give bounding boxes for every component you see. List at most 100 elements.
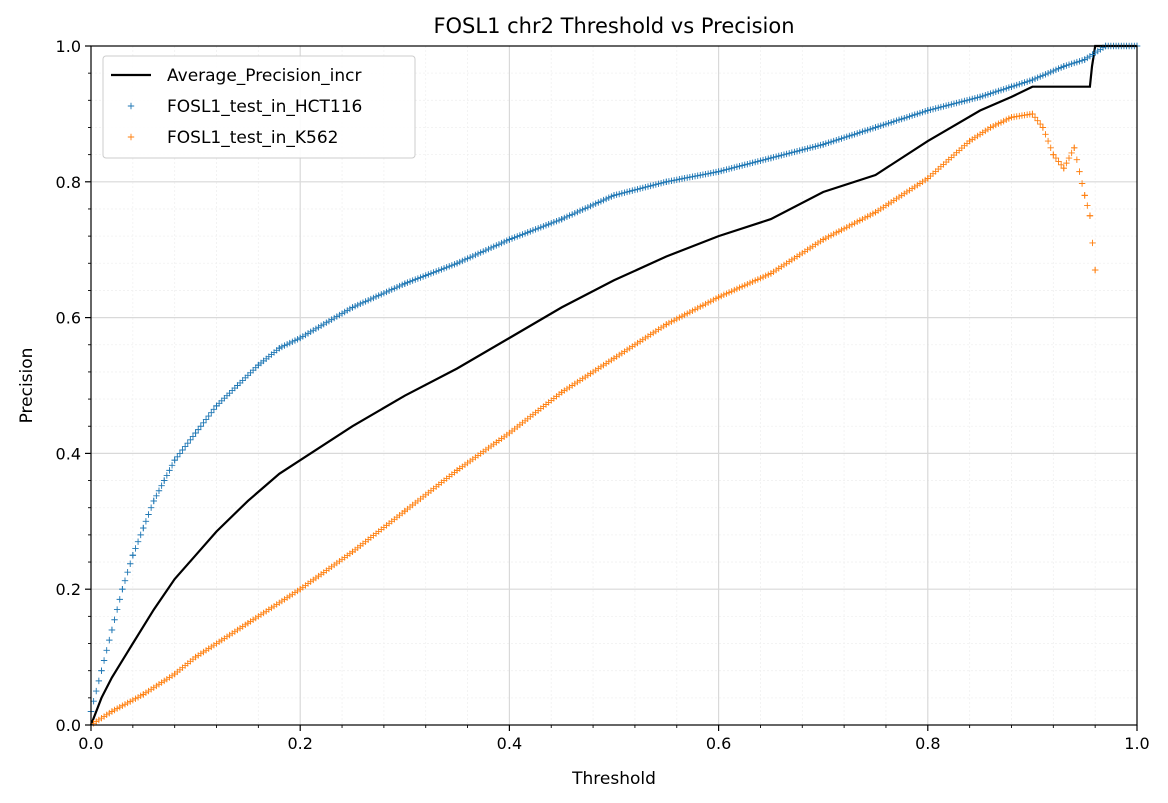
data-point: [521, 230, 529, 237]
data-point: [1044, 69, 1052, 77]
data-point: [576, 207, 584, 215]
data-point: [325, 317, 333, 325]
data-point: [419, 273, 427, 280]
data-point: [310, 327, 317, 334]
data-point: [955, 99, 963, 106]
data-point: [725, 289, 733, 296]
data-point: [757, 157, 764, 164]
data-point: [312, 325, 320, 333]
x-axis-label: Threshold: [571, 769, 656, 789]
data-point: [584, 204, 592, 211]
data-point: [822, 140, 830, 147]
data-point: [307, 328, 314, 336]
data-point: [861, 214, 869, 221]
legend-entry-1: FOSL1_test_in_HCT116: [127, 97, 362, 117]
data-point: [1023, 78, 1031, 85]
data-point: [950, 100, 958, 107]
data-point: [187, 436, 194, 444]
data-point: [613, 191, 620, 198]
data-point: [738, 283, 746, 290]
data-point: [691, 172, 699, 180]
data-point: [1005, 115, 1013, 122]
data-point: [378, 291, 385, 298]
data-point: [921, 108, 929, 115]
data-point: [127, 698, 134, 705]
data-point: [1068, 60, 1075, 68]
data-point: [652, 181, 660, 188]
data-point: [697, 171, 704, 179]
data-point: [490, 243, 497, 250]
data-point: [166, 467, 173, 474]
data-point: [446, 263, 453, 270]
data-point: [644, 183, 652, 190]
data-point: [678, 313, 686, 320]
data-point: [1034, 117, 1041, 124]
data-point: [715, 294, 722, 301]
data-point: [440, 265, 448, 272]
data-point: [427, 270, 435, 277]
data-point: [404, 279, 411, 286]
x-tick-label: 0.2: [287, 734, 312, 753]
data-point: [184, 440, 191, 447]
data-point: [885, 120, 892, 127]
data-point: [914, 110, 921, 118]
data-point: [723, 166, 730, 173]
data-point: [809, 143, 816, 151]
data-point: [935, 104, 942, 111]
data-point: [997, 86, 1005, 94]
data-point: [691, 306, 699, 313]
y-axis-label: Precision: [17, 348, 37, 424]
data-point: [500, 238, 508, 246]
data-point: [600, 196, 607, 204]
data-point: [636, 185, 644, 192]
data-point: [788, 149, 796, 156]
data-point: [746, 160, 754, 167]
data-point: [830, 230, 837, 238]
data-point: [984, 91, 992, 98]
data-point: [1016, 80, 1023, 88]
data-point: [443, 264, 450, 271]
data-point: [349, 304, 356, 311]
data-point: [1068, 149, 1075, 157]
data-point: [704, 299, 712, 306]
y-tick-label: 0.2: [56, 580, 81, 599]
data-point: [124, 569, 131, 576]
data-point: [106, 636, 113, 644]
data-point: [561, 214, 568, 222]
data-point: [480, 248, 487, 255]
data-point: [202, 416, 210, 423]
data-point: [741, 161, 748, 169]
data-point: [969, 95, 976, 103]
series-0: [89, 44, 1137, 726]
data-point: [851, 220, 858, 227]
data-point: [328, 316, 335, 323]
data-point: [553, 217, 560, 225]
data-point: [582, 205, 589, 212]
data-point: [801, 146, 809, 153]
data-point: [945, 101, 952, 109]
data-point: [754, 158, 762, 165]
data-point: [503, 237, 510, 244]
data-point: [558, 215, 565, 223]
data-point: [189, 433, 197, 440]
data-point: [137, 692, 144, 700]
data-point: [448, 262, 456, 269]
data-point: [864, 126, 871, 134]
data-point: [966, 96, 973, 103]
data-point: [1073, 58, 1081, 66]
data-point: [464, 255, 471, 262]
data-point: [728, 165, 735, 172]
axis-ticks: 0.0 0.2 0.4 0.6 0.8 1.0 0.0 0.2 0.4 0.6 0.8 1.0: [56, 37, 1150, 753]
data-point: [874, 123, 882, 130]
data-point: [767, 154, 775, 162]
data-point: [746, 279, 754, 287]
data-point: [1073, 156, 1081, 163]
data-point: [715, 168, 722, 175]
data-point: [770, 154, 777, 161]
data-point: [315, 324, 322, 331]
data-point: [780, 151, 788, 158]
data-point: [752, 158, 759, 166]
x-tick-label: 0.0: [78, 734, 103, 753]
data-point: [330, 314, 338, 322]
data-point: [140, 524, 147, 532]
